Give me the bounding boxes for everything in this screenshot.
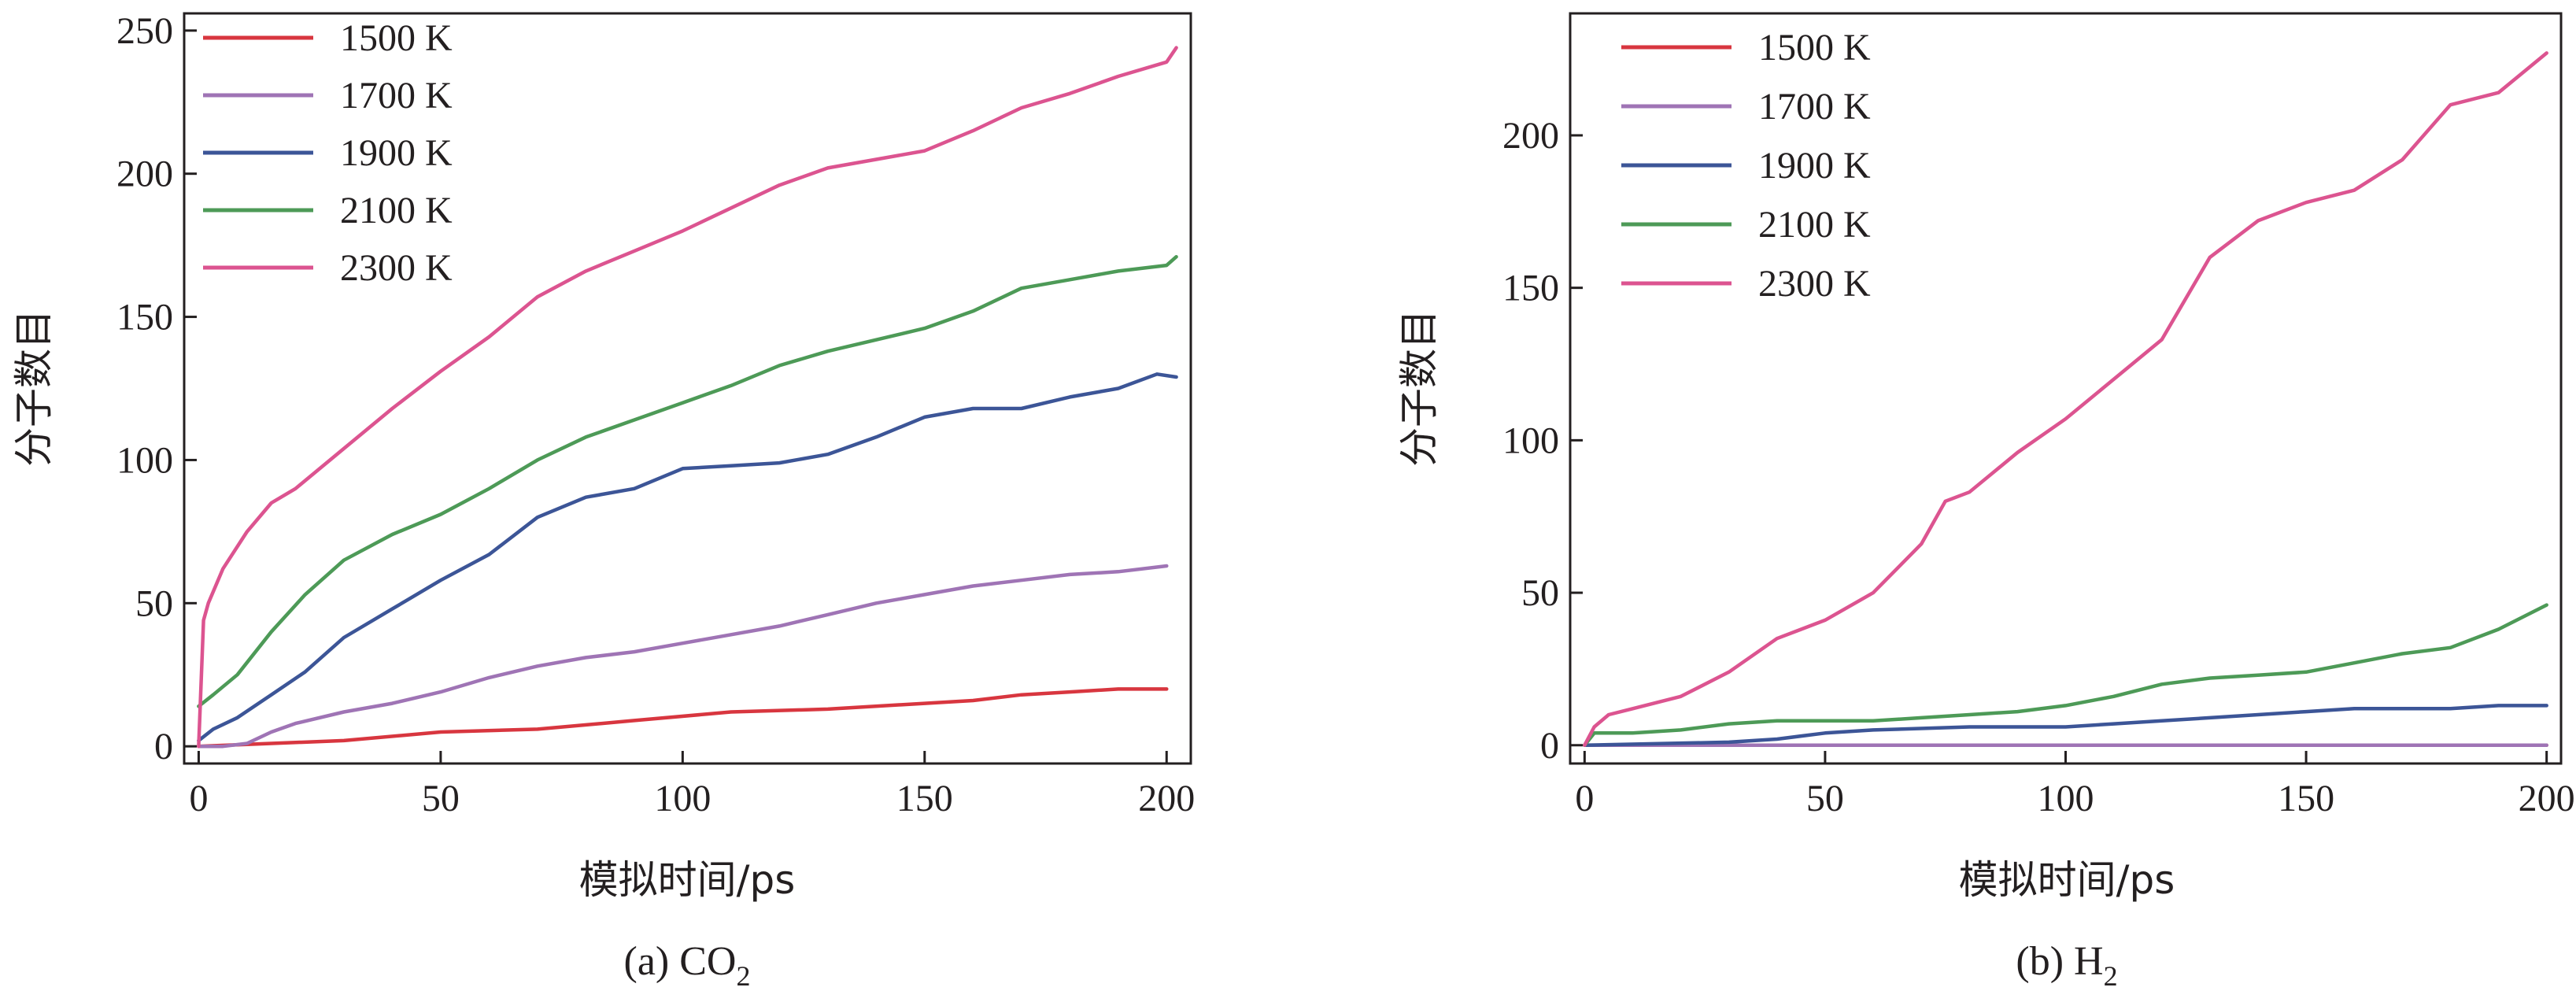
h2-legend: 1500 K 1700 K 1900 K 2100 K 2300 K <box>1621 27 1871 305</box>
h2-series-line-2 <box>1583 704 2548 748</box>
co2-x-tick-label-2: 100 <box>654 778 711 819</box>
h2-legend-label-4: 2300 K <box>1758 263 1871 305</box>
h2-x-axis-label: 模拟时间/ps <box>1959 857 2175 903</box>
co2-y-tick-label-3: 150 <box>116 297 173 338</box>
co2-x-tick-label-0: 0 <box>189 778 208 819</box>
panel-h2: 0 50 100 150 200 0 50 100 150 200 1500 K 1700 K 19… <box>1396 12 2575 992</box>
co2-caption-subscript: 2 <box>736 960 750 992</box>
co2-x-tick-label-3: 150 <box>896 778 953 819</box>
h2-series-line-3 <box>1583 603 2548 748</box>
co2-legend-label-2: 1900 K <box>340 132 453 174</box>
co2-legend: 1500 K 1700 K 1900 K 2100 K 2300 K <box>203 17 453 289</box>
h2-y-tick-label-0: 0 <box>1540 725 1559 767</box>
co2-y-tick-label-2: 100 <box>116 439 173 481</box>
co2-x-axis-label: 模拟时间/ps <box>579 857 796 903</box>
h2-x-tick-label-3: 150 <box>2278 778 2334 819</box>
co2-x-tick-label-4: 200 <box>1138 778 1195 819</box>
co2-y-tick-label-5: 250 <box>116 10 173 52</box>
co2-y-tick-label-1: 50 <box>135 582 173 624</box>
h2-x-tick-label-1: 50 <box>1806 778 1844 819</box>
h2-x-tick-label-2: 100 <box>2038 778 2094 819</box>
co2-y-tick-label-4: 200 <box>116 153 173 195</box>
co2-y-ticks: 0 50 100 150 200 250 <box>116 10 197 767</box>
h2-caption: (b) H2 <box>2016 939 2117 992</box>
co2-legend-label-3: 2100 K <box>340 190 453 231</box>
co2-plot-frame <box>183 12 1192 765</box>
co2-legend-label-1: 1700 K <box>340 75 453 116</box>
h2-series-line-4 <box>1583 51 2548 748</box>
h2-legend-label-1: 1700 K <box>1758 86 1871 128</box>
h2-y-tick-label-4: 200 <box>1502 115 1559 157</box>
h2-y-ticks: 0 50 100 150 200 <box>1502 115 1583 767</box>
h2-y-axis-label: 分子数目 <box>1396 309 1442 467</box>
co2-series-layer <box>197 46 1178 749</box>
h2-y-tick-label-1: 50 <box>1521 572 1559 614</box>
co2-legend-label-4: 2300 K <box>340 247 453 289</box>
h2-x-ticks: 0 50 100 150 200 <box>1575 751 2575 819</box>
co2-series-line-2 <box>197 372 1178 743</box>
co2-y-tick-label-0: 0 <box>154 726 173 767</box>
co2-x-tick-label-1: 50 <box>422 778 460 819</box>
h2-y-tick-label-2: 100 <box>1502 420 1559 461</box>
h2-x-tick-label-0: 0 <box>1575 778 1594 819</box>
co2-series-line-1 <box>197 564 1169 749</box>
h2-legend-label-3: 2100 K <box>1758 204 1871 246</box>
co2-series-line-3 <box>197 254 1178 708</box>
co2-x-ticks: 0 50 100 150 200 <box>189 751 1195 819</box>
h2-legend-label-0: 1500 K <box>1758 27 1871 68</box>
h2-legend-label-2: 1900 K <box>1758 145 1871 187</box>
h2-y-tick-label-3: 150 <box>1502 268 1559 309</box>
co2-legend-label-0: 1500 K <box>340 17 453 59</box>
co2-series-line-4 <box>197 46 1178 749</box>
h2-caption-subscript: 2 <box>2104 960 2118 992</box>
co2-caption: (a) CO2 <box>624 939 751 992</box>
h2-x-tick-label-4: 200 <box>2519 778 2575 819</box>
co2-series-line-0 <box>197 687 1169 749</box>
h2-series-layer <box>1583 51 2548 748</box>
co2-y-axis-label: 分子数目 <box>11 309 57 467</box>
panel-co2: 0 50 100 150 200 0 50 100 150 200 250 1500 K 1700 … <box>11 10 1195 992</box>
